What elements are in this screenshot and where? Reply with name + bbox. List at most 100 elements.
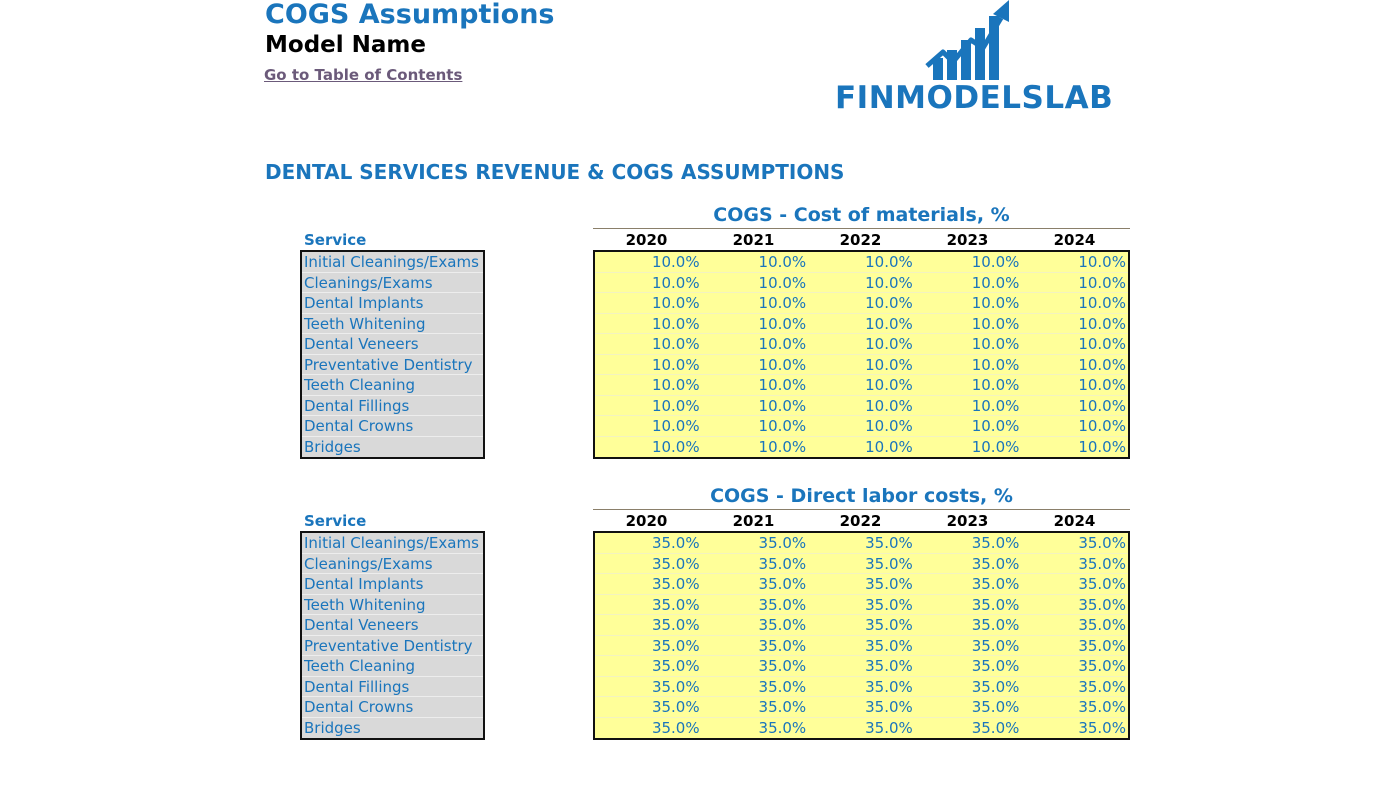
- input-cell[interactable]: 35.0%: [651, 554, 700, 573]
- input-cell[interactable]: 10.0%: [651, 273, 700, 292]
- input-cell[interactable]: 35.0%: [865, 554, 913, 573]
- input-cell[interactable]: 10.0%: [651, 417, 700, 435]
- input-cell[interactable]: 35.0%: [758, 595, 807, 614]
- input-cell[interactable]: 10.0%: [651, 335, 700, 353]
- input-cell[interactable]: 35.0%: [865, 575, 913, 593]
- input-cell[interactable]: 35.0%: [1078, 657, 1126, 675]
- input-cell[interactable]: 10.0%: [971, 417, 1020, 435]
- input-cell[interactable]: 10.0%: [971, 273, 1020, 292]
- input-cell[interactable]: 10.0%: [758, 437, 807, 456]
- input-cell[interactable]: 35.0%: [651, 636, 700, 655]
- input-cell[interactable]: 35.0%: [971, 554, 1020, 573]
- input-cell[interactable]: 10.0%: [1078, 335, 1126, 353]
- input-cell[interactable]: 35.0%: [1078, 616, 1126, 634]
- input-cell[interactable]: 35.0%: [758, 534, 807, 552]
- input-cell[interactable]: 10.0%: [651, 437, 700, 456]
- input-cell[interactable]: 10.0%: [758, 376, 807, 394]
- input-cell[interactable]: 10.0%: [865, 335, 913, 353]
- input-cell[interactable]: 10.0%: [651, 396, 700, 415]
- input-cell[interactable]: 10.0%: [651, 253, 700, 271]
- input-cell[interactable]: 10.0%: [865, 294, 913, 312]
- input-cell[interactable]: 10.0%: [758, 273, 807, 292]
- input-cell[interactable]: 10.0%: [758, 335, 807, 353]
- input-cell[interactable]: 35.0%: [651, 534, 700, 552]
- input-cell[interactable]: 10.0%: [1078, 294, 1126, 312]
- input-cell[interactable]: 35.0%: [865, 698, 913, 716]
- input-cell[interactable]: 35.0%: [758, 575, 807, 593]
- input-cell[interactable]: 10.0%: [1078, 273, 1126, 292]
- input-cell[interactable]: 10.0%: [865, 376, 913, 394]
- input-cell[interactable]: 10.0%: [865, 314, 913, 333]
- input-cell[interactable]: 35.0%: [971, 534, 1020, 552]
- input-cell[interactable]: 10.0%: [651, 376, 700, 394]
- input-cell[interactable]: 35.0%: [1078, 677, 1126, 696]
- input-cell[interactable]: 35.0%: [651, 718, 700, 737]
- input-cell[interactable]: 10.0%: [1078, 437, 1126, 456]
- input-cell[interactable]: 35.0%: [758, 698, 807, 716]
- input-cell[interactable]: 35.0%: [1078, 534, 1126, 552]
- input-cell[interactable]: 35.0%: [1078, 698, 1126, 716]
- input-cell[interactable]: 10.0%: [971, 437, 1020, 456]
- input-cell[interactable]: 35.0%: [865, 534, 913, 552]
- input-cell[interactable]: 10.0%: [1078, 253, 1126, 271]
- input-cell[interactable]: 10.0%: [1078, 355, 1126, 374]
- input-cell[interactable]: 35.0%: [865, 616, 913, 634]
- input-cell[interactable]: 10.0%: [1078, 396, 1126, 415]
- input-cell[interactable]: 35.0%: [758, 657, 807, 675]
- input-cell[interactable]: 10.0%: [758, 294, 807, 312]
- input-cell[interactable]: 35.0%: [971, 595, 1020, 614]
- input-cell[interactable]: 35.0%: [758, 677, 807, 696]
- input-cell[interactable]: 35.0%: [758, 718, 807, 737]
- input-cell[interactable]: 35.0%: [651, 677, 700, 696]
- input-cell[interactable]: 35.0%: [971, 657, 1020, 675]
- input-cell[interactable]: 35.0%: [865, 677, 913, 696]
- input-cell[interactable]: 35.0%: [1078, 595, 1126, 614]
- input-cell[interactable]: 35.0%: [865, 657, 913, 675]
- input-cell[interactable]: 10.0%: [865, 253, 913, 271]
- input-cell[interactable]: 10.0%: [971, 314, 1020, 333]
- input-cell[interactable]: 10.0%: [865, 417, 913, 435]
- input-cell[interactable]: 35.0%: [651, 657, 700, 675]
- input-cell[interactable]: 35.0%: [1078, 554, 1126, 573]
- input-cell[interactable]: 35.0%: [651, 616, 700, 634]
- input-cell[interactable]: 10.0%: [865, 273, 913, 292]
- input-cell[interactable]: 35.0%: [651, 595, 700, 614]
- input-cell[interactable]: 35.0%: [971, 636, 1020, 655]
- input-cell[interactable]: 35.0%: [865, 718, 913, 737]
- input-cell[interactable]: 35.0%: [971, 616, 1020, 634]
- input-cell[interactable]: 10.0%: [1078, 314, 1126, 333]
- input-cell[interactable]: 35.0%: [865, 595, 913, 614]
- input-cell[interactable]: 10.0%: [758, 314, 807, 333]
- input-cell[interactable]: 35.0%: [971, 718, 1020, 737]
- input-cell[interactable]: 10.0%: [971, 294, 1020, 312]
- input-cell[interactable]: 35.0%: [971, 575, 1020, 593]
- input-cell[interactable]: 35.0%: [1078, 575, 1126, 593]
- input-cell[interactable]: 10.0%: [758, 355, 807, 374]
- input-cell[interactable]: 10.0%: [651, 355, 700, 374]
- input-cell[interactable]: 10.0%: [971, 355, 1020, 374]
- input-cell[interactable]: 35.0%: [758, 616, 807, 634]
- input-cell[interactable]: 10.0%: [758, 253, 807, 271]
- input-cell[interactable]: 10.0%: [865, 437, 913, 456]
- input-cell[interactable]: 35.0%: [1078, 636, 1126, 655]
- input-cell[interactable]: 10.0%: [758, 396, 807, 415]
- input-cell[interactable]: 10.0%: [651, 314, 700, 333]
- input-cell[interactable]: 10.0%: [971, 376, 1020, 394]
- input-cell[interactable]: 10.0%: [651, 294, 700, 312]
- input-cell[interactable]: 10.0%: [971, 253, 1020, 271]
- input-cell[interactable]: 10.0%: [971, 396, 1020, 415]
- input-cell[interactable]: 10.0%: [1078, 376, 1126, 394]
- input-cell[interactable]: 10.0%: [865, 355, 913, 374]
- input-cell[interactable]: 35.0%: [651, 575, 700, 593]
- input-cell[interactable]: 35.0%: [1078, 718, 1126, 737]
- input-cell[interactable]: 35.0%: [865, 636, 913, 655]
- input-cell[interactable]: 10.0%: [971, 335, 1020, 353]
- input-cell[interactable]: 35.0%: [758, 554, 807, 573]
- input-cell[interactable]: 35.0%: [758, 636, 807, 655]
- input-cell[interactable]: 10.0%: [758, 417, 807, 435]
- input-cell[interactable]: 35.0%: [971, 698, 1020, 716]
- input-cell[interactable]: 35.0%: [651, 698, 700, 716]
- table-of-contents-link[interactable]: Go to Table of Contents: [264, 66, 463, 84]
- input-cell[interactable]: 10.0%: [1078, 417, 1126, 435]
- input-cell[interactable]: 35.0%: [971, 677, 1020, 696]
